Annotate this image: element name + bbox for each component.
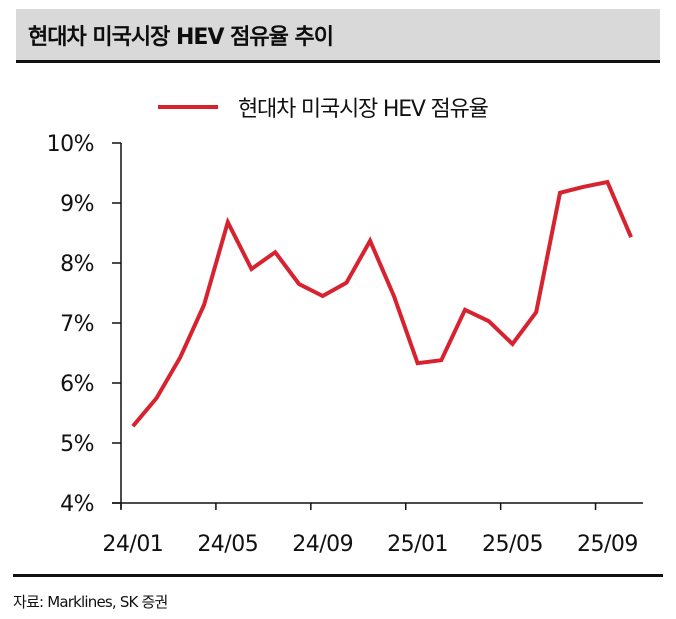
line-chart: 현대차 미국시장 HEV 점유율 4%5%6%7%8%9%10% 24/01 24…: [47, 97, 643, 557]
y-tick-label: 8%: [60, 252, 94, 277]
x-tick-label: 24/05: [197, 532, 258, 557]
x-tick-label: 25/05: [482, 532, 543, 557]
y-tick-label: 7%: [60, 312, 94, 337]
chart-title: 현대차 미국시장 HEV 점유율 추이: [28, 25, 334, 50]
series-line-hev-share: [131, 179, 633, 428]
y-tick-label: 6%: [60, 372, 94, 397]
y-tick-label: 5%: [60, 432, 94, 457]
chart-title-bar: 현대차 미국시장 HEV 점유율 추이: [16, 9, 660, 60]
footer-divider: [13, 574, 663, 577]
y-axis: 4% 5% 6% 7% 8% 9% 10%: [47, 132, 122, 517]
y-tick-label: 4%: [60, 492, 94, 517]
x-tick-label: 24/01: [102, 532, 163, 557]
title-divider: [16, 60, 660, 63]
legend: 현대차 미국시장 HEV 점유율: [158, 97, 490, 122]
y-tick-label: 9%: [60, 192, 94, 217]
legend-label: 현대차 미국시장 HEV 점유율: [238, 97, 489, 122]
x-tick-label: 24/09: [292, 532, 353, 557]
x-axis: 24/01 24/05 24/09 25/01 25/05 25/09: [102, 502, 643, 557]
source-note: 자료: Marklines, SK 증권: [13, 593, 168, 611]
y-tick-label: 10%: [47, 132, 94, 157]
x-tick-label: 25/09: [577, 532, 638, 557]
x-tick-label: 25/01: [387, 532, 448, 557]
